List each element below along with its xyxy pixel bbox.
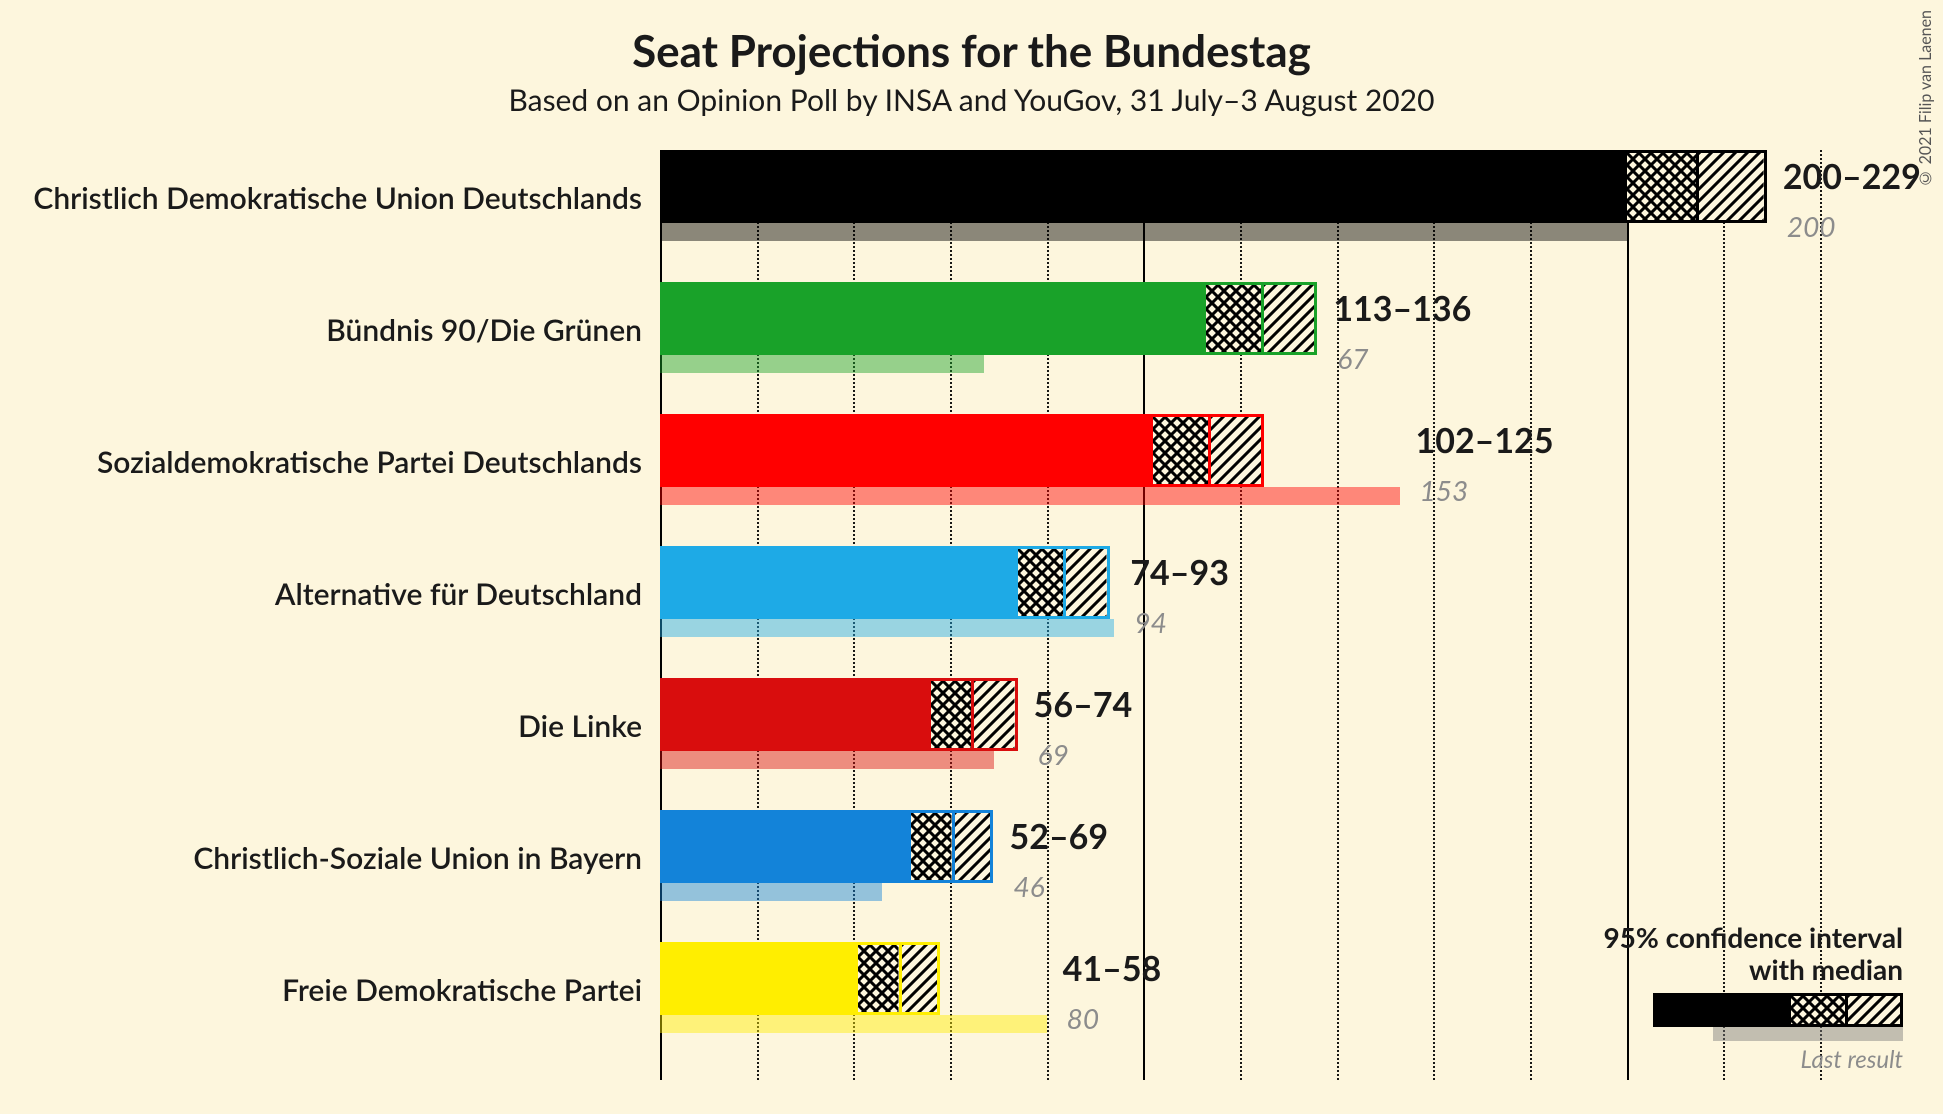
range-label: 74–93 (1130, 552, 1229, 593)
projection-bar (660, 150, 1767, 223)
projection-bar (660, 810, 994, 883)
legend-last-text: Last result (1603, 1045, 1903, 1074)
legend: 95% confidence interval with median Last… (1603, 921, 1903, 1074)
party-row: Sozialdemokratische Partei Deutschlands1… (660, 414, 1820, 532)
party-row: Christlich Demokratische Union Deutschla… (660, 150, 1820, 268)
range-label: 200–229 (1783, 156, 1921, 197)
last-result-bar (660, 487, 1400, 505)
party-row: Alternative für Deutschland74–9394 (660, 546, 1820, 664)
party-row: Christlich-Soziale Union in Bayern52–694… (660, 810, 1820, 928)
party-row: Die Linke56–7469 (660, 678, 1820, 796)
last-result-label: 80 (1067, 1001, 1099, 1035)
party-label: Freie Demokratische Partei (282, 972, 660, 1008)
last-result-label: 67 (1337, 341, 1368, 375)
projection-bar (660, 282, 1317, 355)
party-row: Bündnis 90/Die Grünen113–13667 (660, 282, 1820, 400)
range-label: 102–125 (1416, 420, 1554, 461)
last-result-bar (660, 223, 1627, 241)
party-label: Alternative für Deutschland (275, 576, 660, 612)
last-result-label: 46 (1014, 869, 1045, 903)
last-result-label: 200 (1787, 209, 1836, 243)
projection-bar (660, 942, 940, 1015)
legend-last-bar (1713, 1027, 1903, 1041)
range-label: 113–136 (1333, 288, 1471, 329)
last-result-bar (660, 883, 882, 901)
last-result-bar (660, 1015, 1047, 1033)
range-label: 41–58 (1063, 948, 1162, 989)
projection-bar (660, 678, 1018, 751)
last-result-label: 153 (1420, 473, 1469, 507)
last-result-label: 94 (1134, 605, 1166, 639)
party-label: Christlich-Soziale Union in Bayern (193, 840, 660, 876)
range-label: 52–69 (1010, 816, 1109, 857)
legend-ci-bar (1653, 993, 1903, 1027)
party-label: Sozialdemokratische Partei Deutschlands (97, 444, 660, 480)
last-result-bar (660, 355, 984, 373)
last-result-label: 69 (1038, 737, 1069, 771)
chart-canvas: Seat Projections for the Bundestag Based… (0, 0, 1943, 1114)
projection-bar (660, 414, 1264, 487)
projection-bar (660, 546, 1110, 619)
range-label: 56–74 (1034, 684, 1133, 725)
legend-title: 95% confidence interval with median (1603, 921, 1903, 985)
last-result-bar (660, 619, 1114, 637)
party-label: Christlich Demokratische Union Deutschla… (33, 180, 660, 216)
party-label: Die Linke (518, 708, 660, 744)
last-result-bar (660, 751, 994, 769)
chart-title: Seat Projections for the Bundestag (0, 25, 1943, 77)
chart-subtitle: Based on an Opinion Poll by INSA and You… (0, 82, 1943, 118)
party-label: Bündnis 90/Die Grünen (326, 312, 660, 348)
